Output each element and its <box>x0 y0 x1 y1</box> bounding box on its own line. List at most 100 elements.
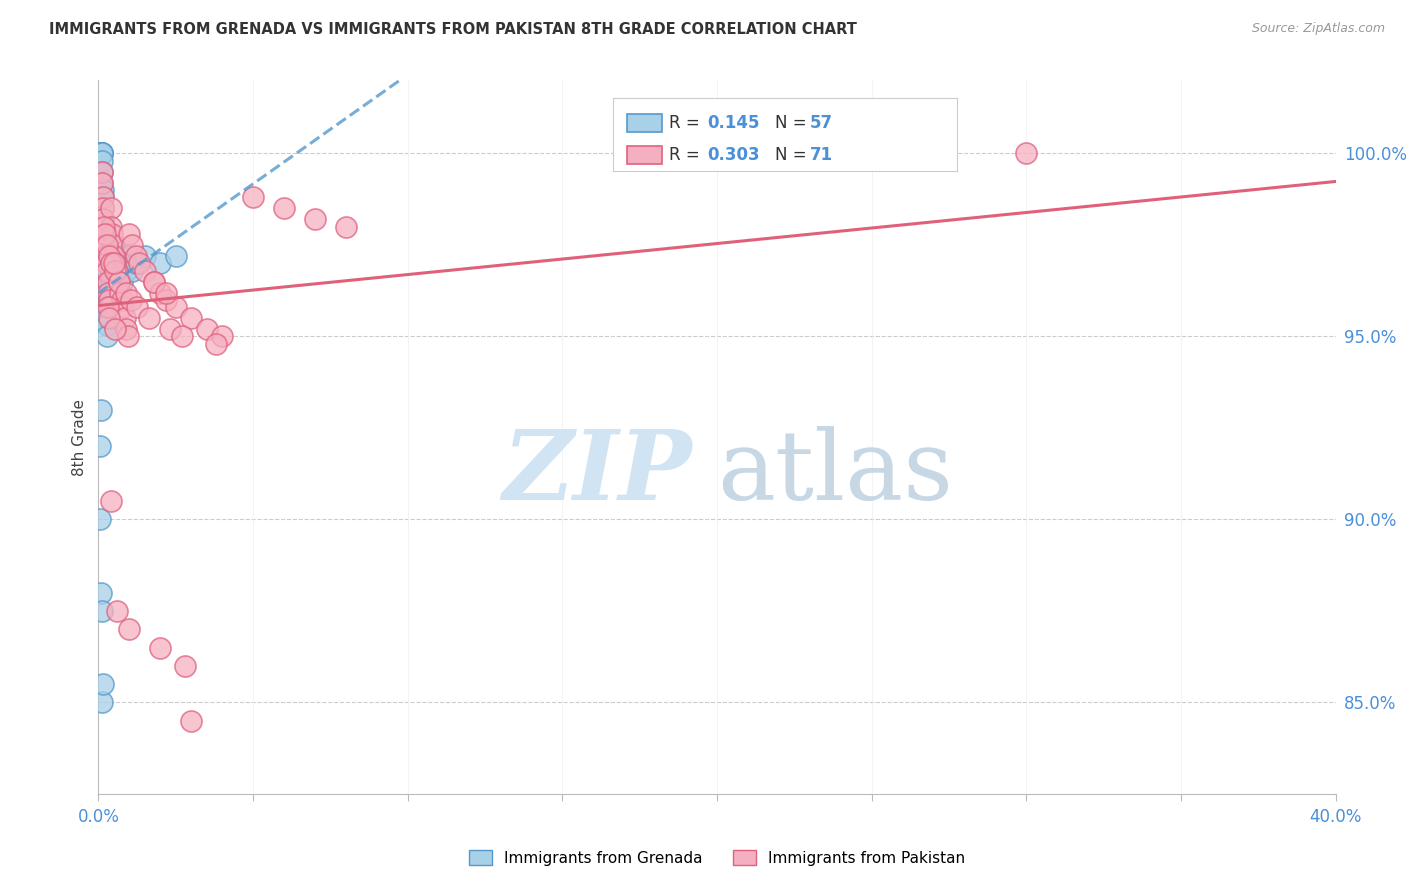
Point <box>93 212 115 227</box>
Point <box>93 238 115 252</box>
Point <box>96 329 118 343</box>
Point <box>159 322 181 336</box>
Point <box>205 336 228 351</box>
Point <box>103 238 125 252</box>
Point <box>121 238 143 252</box>
Point <box>90 165 112 179</box>
Point <box>115 322 138 336</box>
Point <box>103 238 125 252</box>
Point <box>100 256 122 270</box>
Point <box>96 318 118 333</box>
Point <box>91 202 114 216</box>
Point <box>134 249 156 263</box>
Point <box>1015 146 1038 161</box>
Point <box>90 146 112 161</box>
Point <box>91 176 114 190</box>
Point <box>97 275 120 289</box>
Point <box>100 275 122 289</box>
Text: N =: N = <box>775 114 811 132</box>
Point <box>105 604 128 618</box>
Point <box>107 275 129 289</box>
Point <box>100 263 122 277</box>
Point <box>104 263 127 277</box>
Point <box>103 293 125 307</box>
Point <box>114 285 136 300</box>
Point <box>94 282 117 296</box>
Point <box>180 311 202 326</box>
Point <box>149 640 172 655</box>
Point <box>90 604 112 618</box>
Point <box>98 311 121 326</box>
Point <box>93 227 115 241</box>
Point <box>91 190 114 204</box>
Point <box>128 256 150 270</box>
Point <box>124 249 146 263</box>
Point <box>90 146 112 161</box>
Point <box>170 329 193 343</box>
Point <box>108 285 131 300</box>
Point <box>90 146 112 161</box>
Point <box>273 202 295 216</box>
Text: Source: ZipAtlas.com: Source: ZipAtlas.com <box>1251 22 1385 36</box>
Point <box>94 293 117 307</box>
Point <box>104 256 127 270</box>
Point <box>96 311 118 326</box>
Point <box>195 322 218 336</box>
Point <box>91 695 114 709</box>
Point <box>97 275 120 289</box>
Point <box>91 183 114 197</box>
Point <box>98 249 121 263</box>
Point <box>149 285 172 300</box>
Point <box>96 300 118 314</box>
Text: R =: R = <box>669 114 706 132</box>
Point <box>89 146 111 161</box>
Point <box>89 512 111 526</box>
Point <box>96 256 118 270</box>
Text: ZIP: ZIP <box>503 425 692 520</box>
Point <box>91 165 114 179</box>
Point <box>96 238 118 252</box>
Point <box>98 300 121 314</box>
Point <box>143 275 166 289</box>
Point <box>91 202 114 216</box>
Point <box>117 329 139 343</box>
Point <box>96 263 118 277</box>
Point <box>98 293 121 307</box>
Point <box>93 263 115 277</box>
Point <box>98 249 121 263</box>
Point <box>93 219 115 234</box>
Text: R =: R = <box>669 146 706 164</box>
Point <box>100 219 122 234</box>
Text: N =: N = <box>775 146 811 164</box>
Point <box>104 263 127 277</box>
Point <box>93 256 115 270</box>
Point <box>105 263 128 277</box>
Point <box>103 256 125 270</box>
Point <box>97 293 120 307</box>
Point <box>90 146 112 161</box>
Point <box>335 219 357 234</box>
Point <box>90 585 112 599</box>
Legend: Immigrants from Grenada, Immigrants from Pakistan: Immigrants from Grenada, Immigrants from… <box>463 844 972 871</box>
Text: atlas: atlas <box>717 425 953 520</box>
Text: 0.145: 0.145 <box>707 114 759 132</box>
Point <box>118 249 141 263</box>
Point <box>94 227 117 241</box>
Point <box>108 275 131 289</box>
Point <box>105 275 128 289</box>
Point <box>112 256 135 270</box>
Point <box>138 311 160 326</box>
Point <box>93 238 115 252</box>
Point <box>112 300 135 314</box>
Point <box>174 658 197 673</box>
Point <box>114 311 136 326</box>
Point <box>127 300 149 314</box>
Point <box>165 249 187 263</box>
Point <box>93 249 115 263</box>
Point <box>91 677 114 691</box>
Point <box>97 256 120 270</box>
Point <box>101 285 124 300</box>
Point <box>149 256 172 270</box>
Point <box>97 285 120 300</box>
Point <box>90 146 112 161</box>
